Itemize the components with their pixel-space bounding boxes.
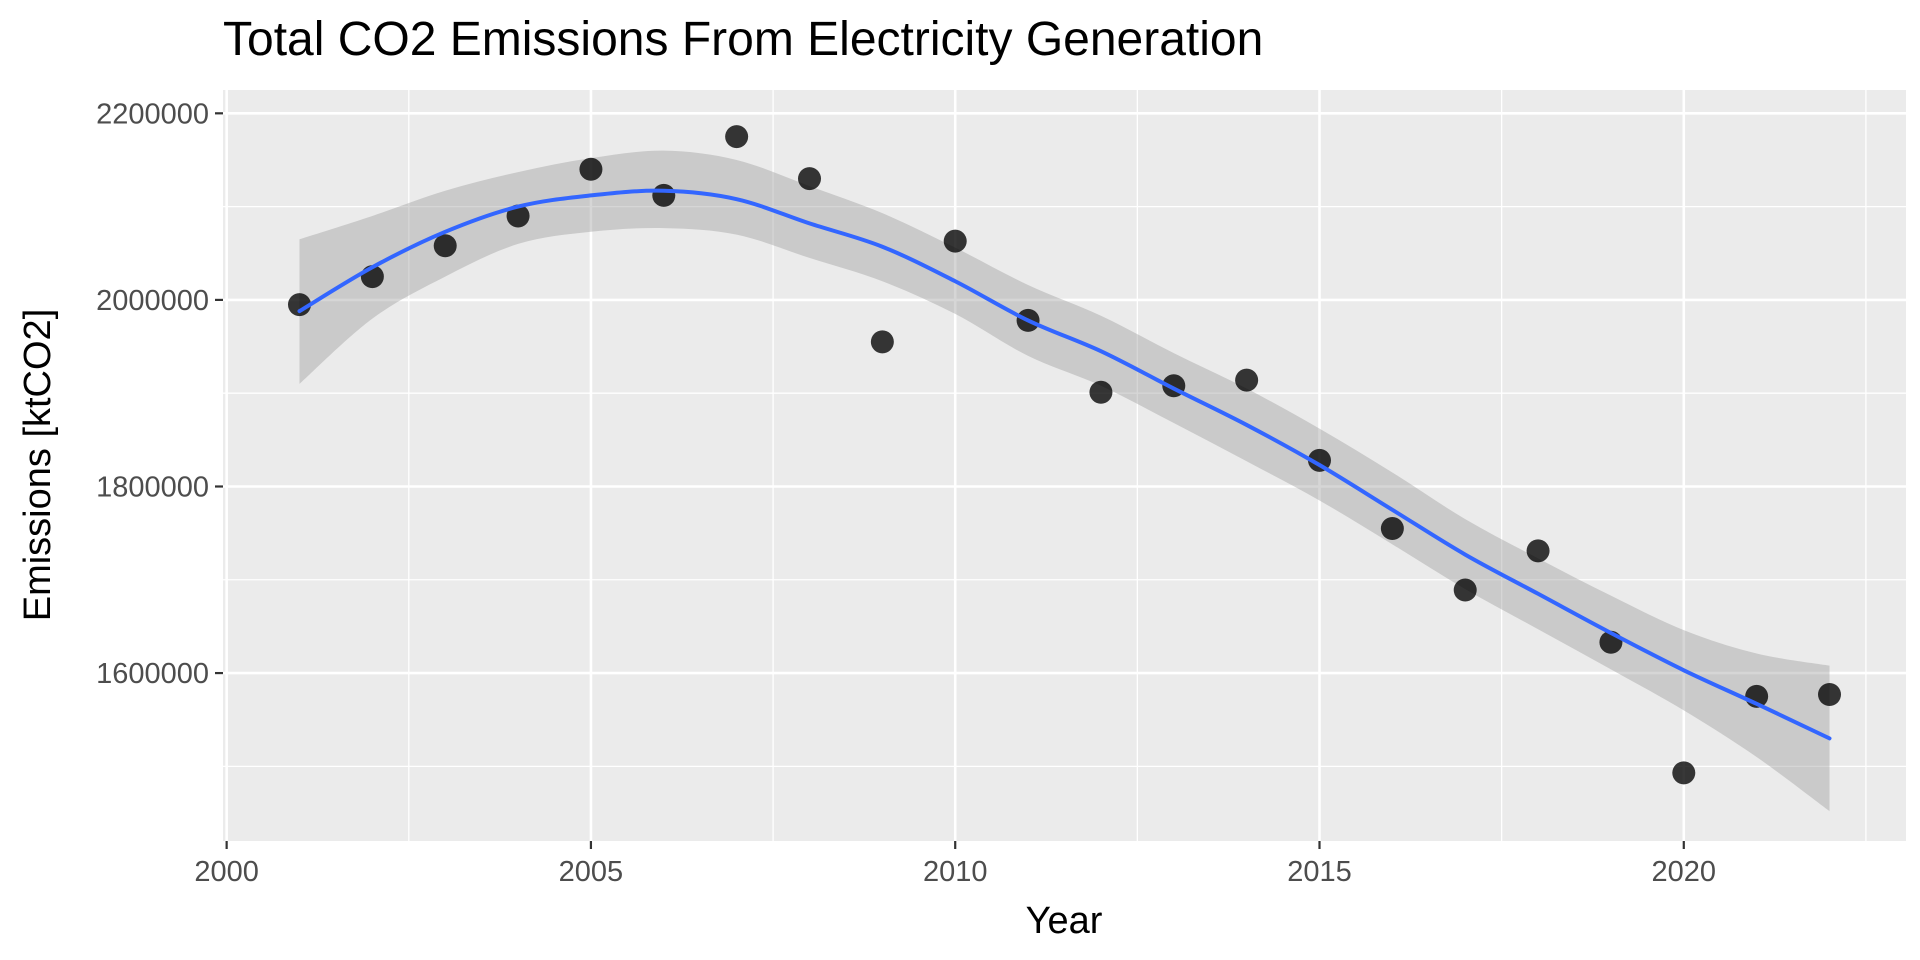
data-point-2012 (1089, 380, 1113, 404)
y-tick-label-2000000: 2000000 (96, 285, 209, 317)
x-tick-label-2010: 2010 (923, 856, 988, 888)
data-point-2014 (1235, 368, 1259, 392)
x-tick-label-2000: 2000 (194, 856, 259, 888)
data-point-2004 (506, 204, 530, 228)
data-point-2017 (1453, 578, 1477, 602)
x-axis-title: Year (1026, 900, 1103, 942)
data-point-2020 (1672, 761, 1696, 785)
smooth-trend-line (297, 188, 1832, 741)
y-tick-label-1600000: 1600000 (96, 658, 209, 690)
y-tick-label-2200000: 2200000 (96, 98, 209, 130)
data-point-2001 (288, 293, 311, 317)
data-point-2010 (943, 229, 967, 253)
data-point-2008 (798, 167, 821, 191)
y-tick-label-1800000: 1800000 (96, 471, 209, 503)
data-point-2005 (579, 157, 603, 181)
confidence-band (299, 150, 1830, 812)
data-point-2006 (652, 183, 676, 207)
data-point-2007 (725, 125, 749, 149)
data-point-2018 (1526, 539, 1550, 563)
grid-major-lines (223, 90, 1906, 841)
x-tick-label-2005: 2005 (559, 856, 624, 888)
chart-title: Total CO2 Emissions From Electricity Gen… (223, 13, 1263, 66)
y-axis-ticks: 1600000 1800000 2000000 2200000 (96, 98, 223, 690)
x-tick-label-2015: 2015 (1287, 856, 1352, 888)
data-point-2003 (433, 234, 457, 258)
y-axis-title: Emissions [ktCO2] (17, 309, 59, 622)
data-point-2016 (1380, 516, 1404, 540)
plot-panel (223, 90, 1906, 841)
x-tick-label-2020: 2020 (1652, 856, 1717, 888)
grid-minor-lines (223, 90, 1906, 841)
x-axis-ticks: 2000 2005 2010 2015 2020 (194, 841, 1716, 888)
data-point-2009 (870, 330, 894, 354)
data-point-2022 (1818, 683, 1841, 707)
